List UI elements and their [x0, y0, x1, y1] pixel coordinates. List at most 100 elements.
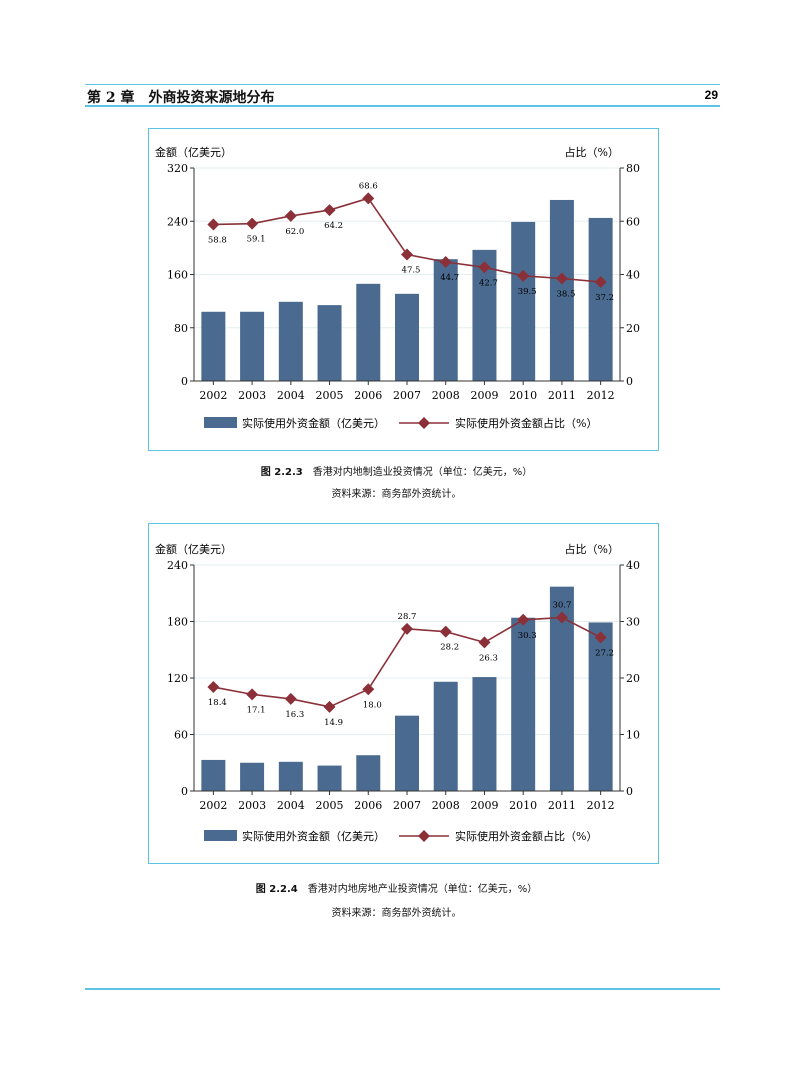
data-label: 37.2: [595, 293, 614, 303]
caption-text: 香港对内地房地产业投资情况（单位：亿美元，%）: [307, 884, 538, 895]
y-tick-label: 240: [167, 559, 188, 572]
x-tick-label: 2003: [238, 799, 266, 812]
figure-source: 资料来源：商务部外资统计。: [331, 908, 462, 919]
y-tick-label: 240: [167, 215, 188, 228]
x-tick-label: 2006: [354, 799, 382, 812]
figure-caption: 图 2.2.3 香港对内地制造业投资情况（单位：亿美元，%）: [0, 463, 793, 478]
line-marker: [517, 613, 530, 626]
legend-diamond-icon: [418, 830, 430, 842]
y2-tick-label: 40: [626, 559, 640, 572]
bar: [395, 293, 419, 381]
legend-line-label: 实际使用外资金额占比（%）: [455, 829, 597, 843]
bar: [317, 765, 342, 791]
x-tick-label: 2002: [199, 389, 227, 402]
bar: [433, 259, 458, 381]
line-marker: [362, 683, 375, 696]
line-marker: [555, 611, 568, 624]
line-marker: [555, 272, 568, 285]
bar: [201, 311, 226, 381]
legend-line-label: 实际使用外资金额占比（%）: [455, 416, 597, 430]
line-marker: [439, 255, 452, 268]
x-tick-label: 2009: [470, 389, 498, 402]
x-tick-label: 2007: [393, 799, 421, 812]
y-axis-title: 金额（亿美元）: [155, 542, 232, 556]
y2-tick-label: 0: [626, 785, 633, 798]
x-tick-label: 2005: [316, 799, 344, 812]
x-tick-label: 2012: [587, 389, 615, 402]
data-label: 14.9: [324, 718, 343, 728]
bar: [356, 755, 381, 791]
data-label: 68.6: [359, 181, 378, 191]
line-marker: [401, 248, 413, 261]
y-tick-label: 80: [174, 322, 188, 335]
y-tick-label: 160: [167, 269, 188, 282]
line-marker: [207, 218, 220, 231]
page-number: 29: [704, 88, 718, 102]
chart-real-estate: 金额（亿美元） 占比（%） 0 60 120 180 240 0 10 20 30 40 2002 200…: [148, 523, 659, 864]
data-label: 18.4: [208, 698, 227, 708]
data-label: 39.5: [518, 287, 537, 297]
bar: [240, 762, 265, 791]
bar: [356, 283, 381, 381]
y2-tick-label: 30: [626, 616, 640, 629]
x-tick-label: 2010: [509, 799, 537, 812]
line-marker: [478, 636, 491, 649]
data-label: 26.3: [479, 653, 498, 663]
chart-svg: 金额（亿美元） 占比（%） 0 60 120 180 240 0 10 20 30 40 2002 200…: [155, 542, 640, 843]
x-tick-label: 2010: [509, 389, 537, 402]
bar: [317, 305, 342, 381]
legend-bar-swatch: [204, 830, 237, 841]
figure-number: 图 2.2.4: [255, 884, 298, 895]
line-marker: [401, 622, 413, 635]
data-label: 64.2: [324, 221, 343, 231]
x-tick-label: 2011: [548, 799, 576, 812]
data-label: 42.7: [479, 278, 498, 288]
x-tick-label: 2008: [432, 389, 460, 402]
data-label: 16.3: [285, 710, 304, 720]
x-tick-label: 2012: [587, 799, 615, 812]
y-tick-label: 180: [167, 616, 188, 629]
x-tick-label: 2008: [432, 799, 460, 812]
legend-bar-label: 实际使用外资金额（亿美元）: [242, 829, 385, 843]
data-label: 17.1: [247, 705, 266, 715]
data-label: 30.7: [552, 601, 571, 611]
footer-rule: [85, 988, 720, 990]
bar: [433, 681, 458, 791]
line-marker: [323, 700, 336, 713]
chart-svg: 金额（亿美元） 占比（%） 0 80 160 240 320 0 20 40 60 80 2002 200…: [155, 145, 640, 430]
bar: [472, 677, 497, 791]
figure-number: 图 2.2.3: [260, 467, 303, 478]
x-tick-label: 2004: [277, 799, 305, 812]
chapter-title: 第 2 章 外商投资来源地分布: [87, 90, 275, 106]
data-label: 30.3: [518, 631, 537, 641]
y2-tick-label: 40: [626, 269, 640, 282]
bar: [278, 761, 303, 791]
data-label: 58.8: [208, 235, 227, 245]
y-tick-label: 60: [174, 729, 188, 742]
data-label: 27.2: [595, 648, 614, 658]
data-label: 59.1: [247, 235, 266, 245]
bar: [549, 199, 574, 381]
bar: [395, 715, 419, 791]
page-header: 第 2 章 外商投资来源地分布 29: [85, 84, 720, 107]
y2-tick-label: 10: [626, 729, 640, 742]
chart-manufacturing: 金额（亿美元） 占比（%） 0 80 160 240 320 0 20 40 60 80 2002 200…: [148, 128, 659, 451]
line-marker: [323, 204, 336, 217]
figure-source: 资料来源：商务部外资统计。: [331, 489, 462, 500]
line-marker: [439, 625, 452, 638]
line-marker: [246, 217, 259, 230]
x-tick-label: 2004: [277, 389, 305, 402]
legend-bar-label: 实际使用外资金额（亿美元）: [242, 416, 385, 430]
line-marker: [478, 261, 491, 274]
data-label: 47.5: [402, 266, 421, 276]
y-tick-label: 0: [181, 375, 188, 388]
y2-axis-title: 占比（%）: [565, 145, 619, 159]
bar: [511, 221, 536, 381]
line-marker: [594, 275, 607, 288]
figure-caption: 图 2.2.4 香港对内地房地产业投资情况（单位：亿美元，%）: [0, 880, 793, 895]
x-tick-label: 2005: [316, 389, 344, 402]
y2-tick-label: 60: [626, 215, 640, 228]
bar: [511, 617, 536, 791]
y2-tick-label: 0: [626, 375, 633, 388]
